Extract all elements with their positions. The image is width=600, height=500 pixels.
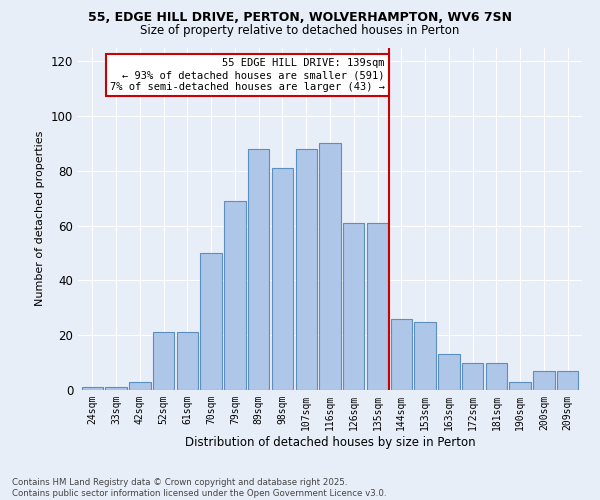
Bar (296, 149, 317, 390)
Bar (248, 149, 269, 390)
Bar (462, 362, 484, 390)
Bar (200, 253, 222, 390)
Bar (272, 168, 293, 390)
Text: Contains HM Land Registry data © Crown copyright and database right 2025.
Contai: Contains HM Land Registry data © Crown c… (12, 478, 386, 498)
X-axis label: Distribution of detached houses by size in Perton: Distribution of detached houses by size … (185, 436, 475, 448)
Bar (319, 144, 341, 390)
Bar (557, 371, 578, 390)
Bar (509, 382, 531, 390)
Bar (176, 332, 198, 390)
Text: Size of property relative to detached houses in Perton: Size of property relative to detached ho… (140, 24, 460, 37)
Text: 55, EDGE HILL DRIVE, PERTON, WOLVERHAMPTON, WV6 7SN: 55, EDGE HILL DRIVE, PERTON, WOLVERHAMPT… (88, 11, 512, 24)
Y-axis label: Number of detached properties: Number of detached properties (35, 131, 45, 306)
Bar (438, 354, 460, 390)
Bar (343, 223, 364, 390)
Bar (391, 319, 412, 390)
Bar (415, 322, 436, 390)
Bar (82, 388, 103, 390)
Bar (486, 362, 507, 390)
Bar (367, 223, 388, 390)
Bar (224, 201, 245, 390)
Bar (106, 388, 127, 390)
Text: 55 EDGE HILL DRIVE: 139sqm
← 93% of detached houses are smaller (591)
7% of semi: 55 EDGE HILL DRIVE: 139sqm ← 93% of deta… (110, 58, 385, 92)
Bar (533, 371, 554, 390)
Bar (129, 382, 151, 390)
Bar (153, 332, 174, 390)
